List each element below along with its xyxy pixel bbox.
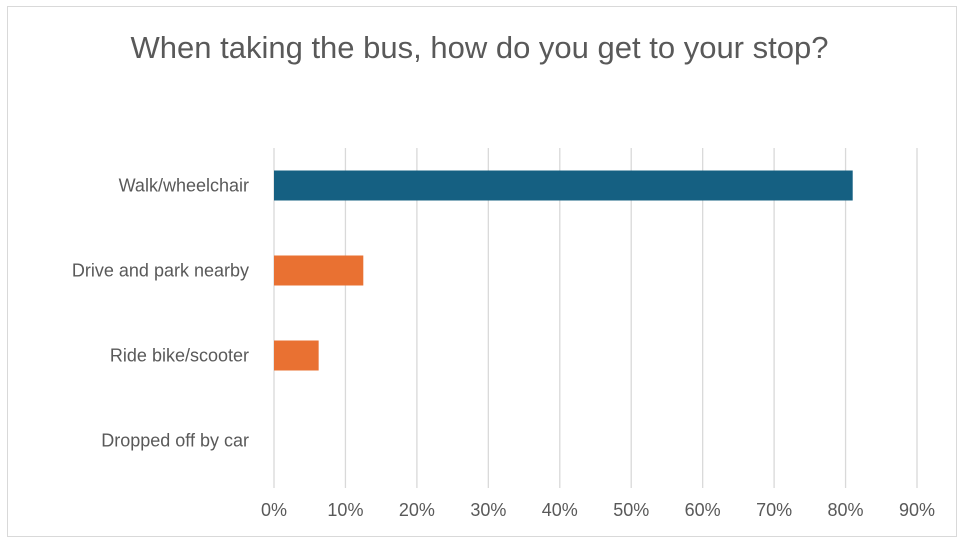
bar	[274, 255, 364, 286]
category-label: Dropped off by car	[101, 431, 249, 451]
x-tick-label: 70%	[756, 500, 792, 520]
x-tick-label: 80%	[828, 500, 864, 520]
x-tick-label: 0%	[261, 500, 287, 520]
x-tick-label: 30%	[470, 500, 506, 520]
chart-title: When taking the bus, how do you get to y…	[0, 26, 959, 70]
x-tick-label: 10%	[327, 500, 363, 520]
bar	[274, 340, 319, 371]
bar	[274, 170, 853, 201]
chart-title-text: When taking the bus, how do you get to y…	[130, 30, 829, 65]
x-tick-label: 60%	[685, 500, 721, 520]
x-tick-label: 50%	[613, 500, 649, 520]
category-label: Walk/wheelchair	[119, 176, 249, 196]
chart-frame	[7, 6, 957, 537]
category-label: Ride bike/scooter	[110, 346, 249, 366]
x-tick-label: 20%	[399, 500, 435, 520]
category-label: Drive and park nearby	[72, 261, 249, 281]
x-tick-label: 90%	[899, 500, 935, 520]
x-tick-label: 40%	[542, 500, 578, 520]
